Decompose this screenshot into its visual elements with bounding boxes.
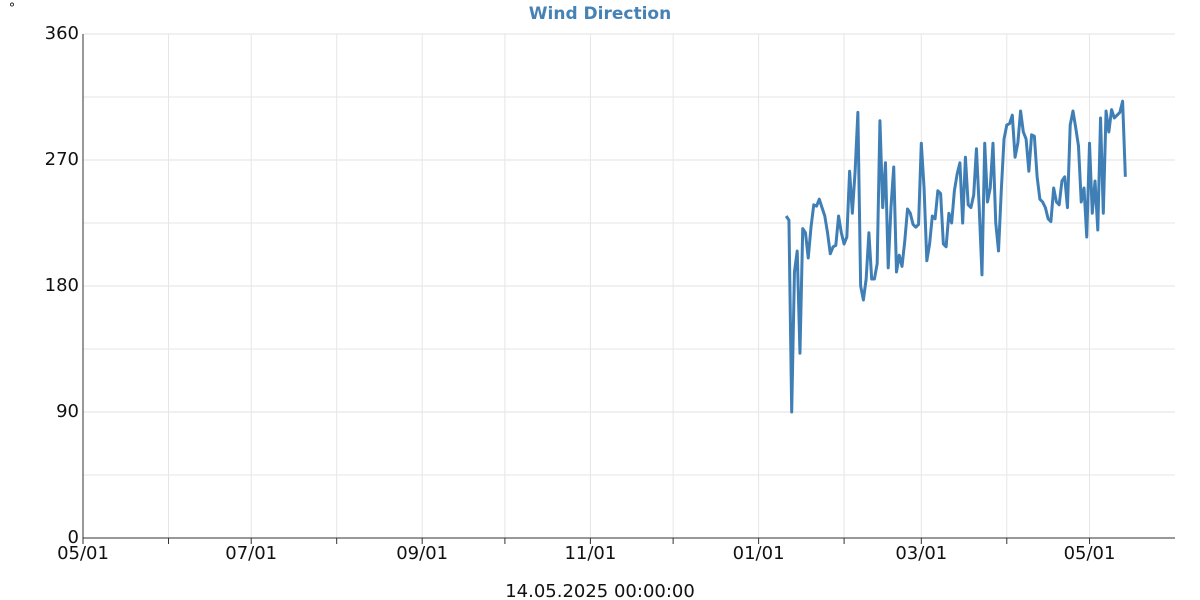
y-tick-label: 0 — [68, 527, 79, 548]
y-tick-label: 180 — [45, 275, 79, 296]
x-tick-label: 05/01 — [57, 543, 109, 564]
x-axis-label: 14.05.2025 00:00:00 — [505, 581, 695, 600]
y-tick-label: 360 — [45, 23, 79, 44]
x-tick-label: 05/01 — [1064, 543, 1116, 564]
x-tick-label: 07/01 — [225, 543, 277, 564]
data-line — [784, 99, 1127, 414]
y-tick-label: 270 — [45, 149, 79, 170]
chart-title: Wind Direction — [529, 4, 671, 24]
y-axis-unit: ° — [9, 2, 16, 17]
x-tick-label: 03/01 — [895, 543, 947, 564]
y-tick-label: 90 — [56, 401, 79, 422]
x-tick-label: 11/01 — [564, 543, 616, 564]
x-tick-label: 01/01 — [733, 543, 785, 564]
x-tick-label: 09/01 — [396, 543, 448, 564]
